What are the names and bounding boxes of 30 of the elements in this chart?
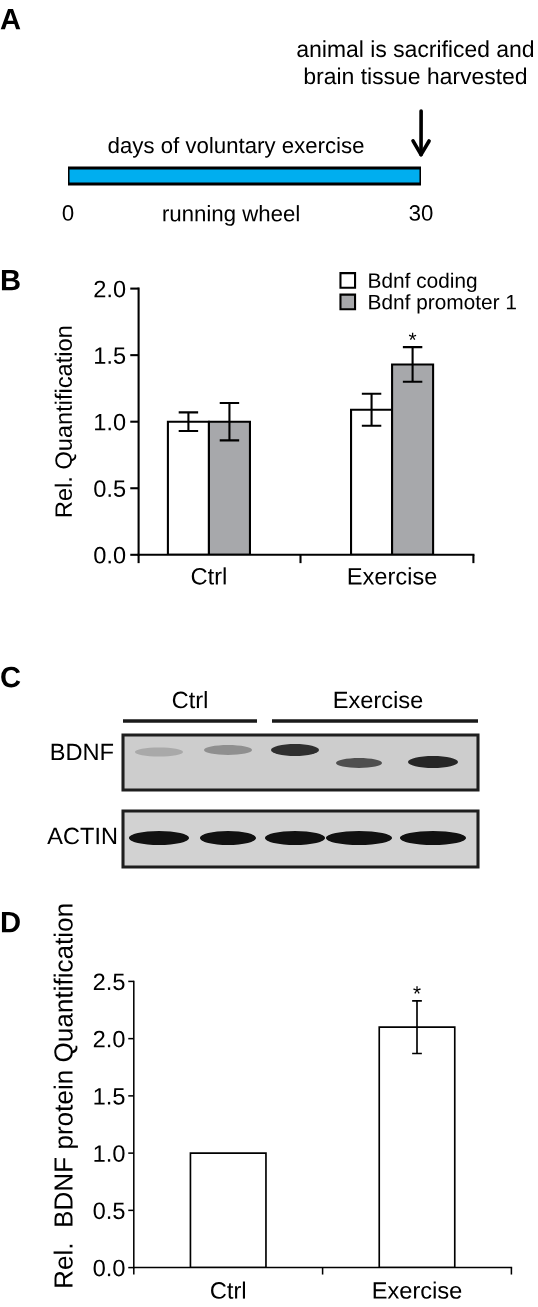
text: animal is sacrificed and brain tissue harvested (297, 40, 534, 85)
text: BDNF (51, 743, 114, 761)
x-axis-title: running wheel (163, 205, 299, 226)
text: B (1, 270, 20, 291)
text: Ctrl (172, 690, 207, 709)
y-tick-label: 1.0 (95, 413, 126, 431)
annotation: * (413, 986, 421, 994)
y-tick-label: 0.5 (93, 1202, 125, 1220)
legend-label: Bdnf promoter 1 (369, 294, 516, 314)
y-tick-label: 0.0 (94, 546, 126, 564)
y-tick-label: 0.0 (93, 1259, 125, 1277)
y-tick-label: 2.0 (94, 280, 126, 298)
y-axis-title: Rel. Quantification (54, 326, 77, 517)
chart-title: days of voluntary exercise (108, 136, 364, 158)
text: C (1, 666, 21, 688)
y-tick-label: 2.5 (93, 973, 125, 991)
y-tick-label: 1.5 (94, 1088, 125, 1105)
y-axis-title: Rel. BDNF protein Quantification (53, 904, 78, 1287)
annotation: * (408, 332, 417, 340)
legend-label: Bdnf coding (369, 272, 477, 293)
text: A (0, 9, 21, 30)
text: ACTIN (47, 827, 117, 845)
y-tick-label: 2.0 (93, 1030, 125, 1048)
text: Exercise (334, 690, 423, 709)
y-tick-label: 1.5 (95, 347, 126, 364)
text: D (1, 912, 20, 933)
x-tick-label: 30 (409, 205, 433, 221)
x-tick-label: 0 (62, 205, 74, 221)
y-tick-label: 1.0 (94, 1145, 125, 1162)
y-tick-label: 0.5 (94, 480, 126, 498)
